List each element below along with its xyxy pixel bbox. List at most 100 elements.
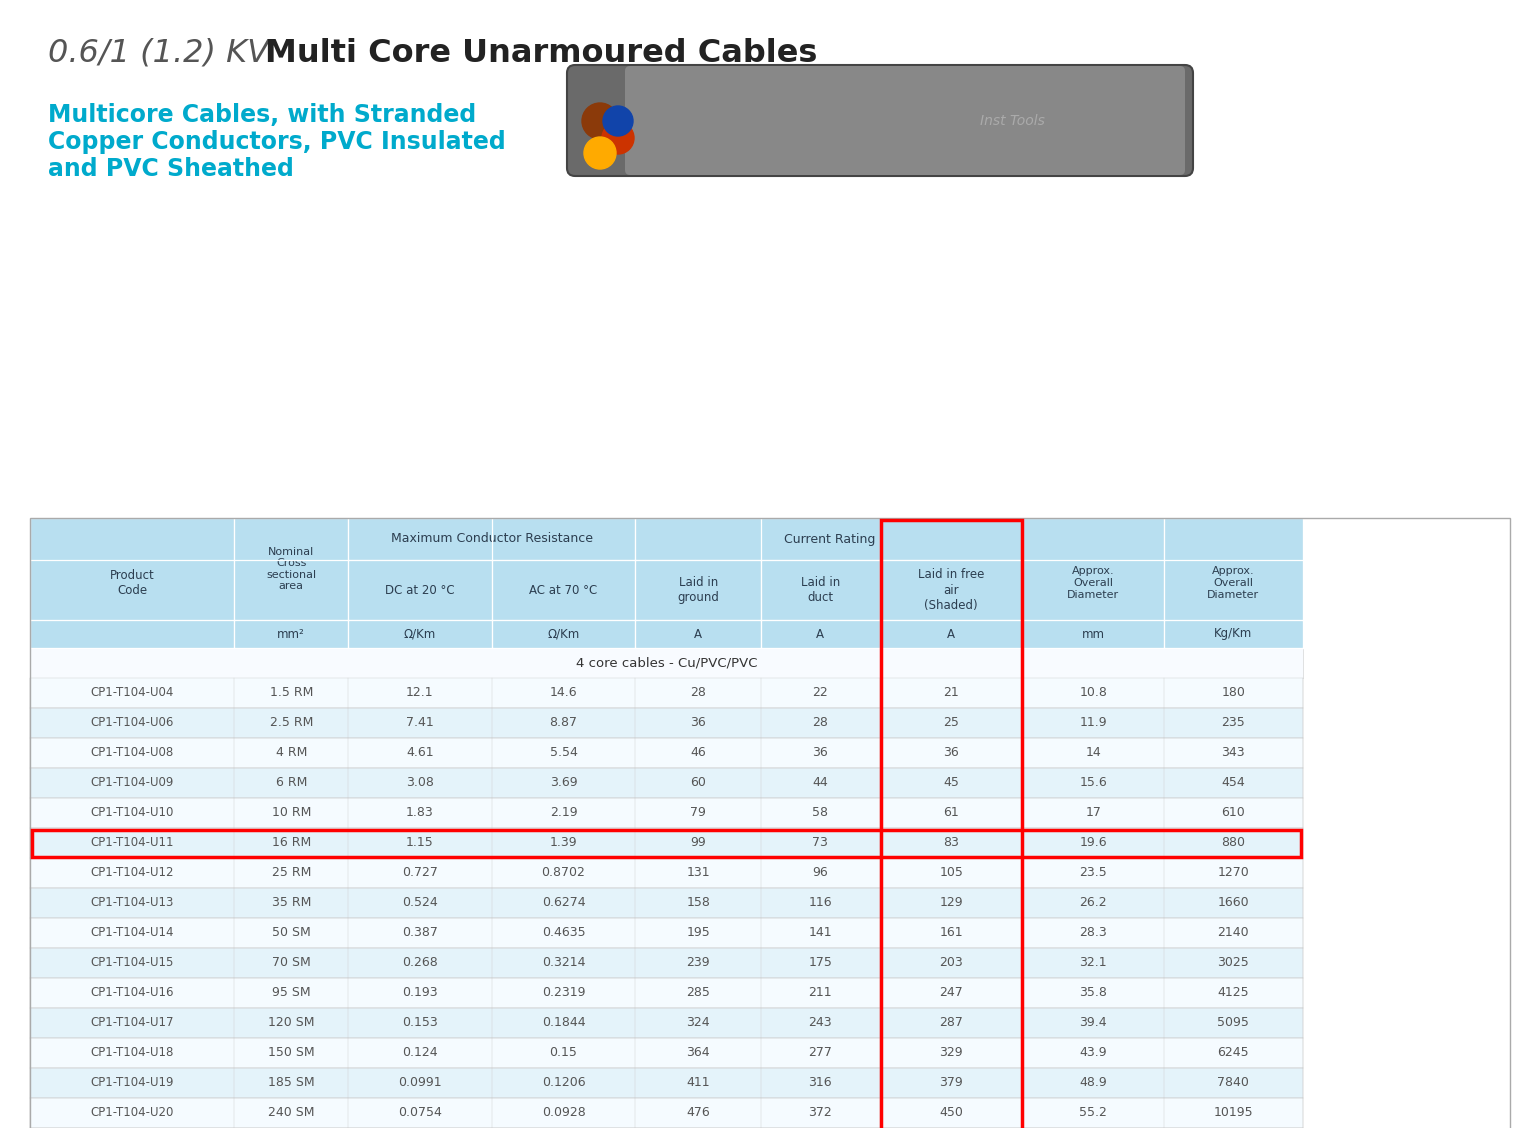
Text: Multicore Cables, with Stranded: Multicore Cables, with Stranded: [48, 103, 476, 127]
Text: 116: 116: [808, 897, 833, 909]
Text: 4125: 4125: [1218, 987, 1249, 999]
Text: 8.87: 8.87: [550, 716, 578, 730]
Circle shape: [602, 122, 634, 155]
Bar: [880, 620, 1023, 647]
Bar: [31, 1098, 1303, 1128]
Text: Approx.
Overall
Diameter: Approx. Overall Diameter: [1207, 566, 1260, 600]
Text: 14.6: 14.6: [550, 687, 578, 699]
Text: 44: 44: [813, 776, 828, 790]
Text: Ω/Km: Ω/Km: [547, 627, 579, 641]
Text: CP1-T104-U13: CP1-T104-U13: [91, 897, 174, 909]
Text: 32.1: 32.1: [1080, 957, 1107, 969]
Text: 880: 880: [1221, 837, 1246, 849]
Text: 0.727: 0.727: [402, 866, 438, 880]
Text: mm²: mm²: [278, 627, 306, 641]
Text: 0.6274: 0.6274: [542, 897, 585, 909]
Text: 6 RM: 6 RM: [275, 776, 307, 790]
Bar: [880, 559, 1023, 620]
Text: CP1-T104-U14: CP1-T104-U14: [91, 926, 174, 940]
Text: 96: 96: [813, 866, 828, 880]
Text: 36: 36: [813, 747, 828, 759]
Text: 131: 131: [687, 866, 710, 880]
Text: 3025: 3025: [1218, 957, 1249, 969]
Bar: [882, 520, 1021, 1128]
Text: Product
Code: Product Code: [109, 569, 155, 597]
Text: CP1-T104-U16: CP1-T104-U16: [91, 987, 174, 999]
FancyBboxPatch shape: [567, 65, 1193, 176]
Text: 175: 175: [808, 957, 833, 969]
Circle shape: [604, 106, 633, 136]
Text: 45: 45: [943, 776, 960, 790]
Text: 0.2319: 0.2319: [542, 987, 585, 999]
Text: 0.6/1 (1.2) KV: 0.6/1 (1.2) KV: [48, 38, 289, 69]
Text: 141: 141: [808, 926, 833, 940]
Text: 411: 411: [687, 1076, 710, 1090]
Text: 10 RM: 10 RM: [272, 807, 310, 820]
Bar: [31, 1008, 1303, 1038]
Bar: [31, 518, 233, 647]
Text: 105: 105: [940, 866, 963, 880]
Bar: [31, 518, 1510, 1128]
Text: 364: 364: [687, 1047, 710, 1059]
Text: 12.1: 12.1: [406, 687, 433, 699]
Text: Approx.
Overall
Diameter: Approx. Overall Diameter: [1068, 566, 1120, 600]
Text: 1.5 RM: 1.5 RM: [269, 687, 313, 699]
Text: CP1-T104-U18: CP1-T104-U18: [91, 1047, 174, 1059]
Bar: [636, 518, 1023, 559]
Text: 0.193: 0.193: [402, 987, 438, 999]
Text: 73: 73: [813, 837, 828, 849]
Text: CP1-T104-U08: CP1-T104-U08: [91, 747, 174, 759]
Text: 277: 277: [808, 1047, 833, 1059]
Bar: [636, 620, 762, 647]
Bar: [31, 797, 1303, 828]
Text: 95 SM: 95 SM: [272, 987, 310, 999]
Text: 0.1844: 0.1844: [542, 1016, 585, 1030]
Text: 7.41: 7.41: [406, 716, 433, 730]
Text: 372: 372: [808, 1107, 833, 1119]
Text: 0.0754: 0.0754: [398, 1107, 442, 1119]
Text: 5095: 5095: [1218, 1016, 1249, 1030]
Text: CP1-T104-U12: CP1-T104-U12: [91, 866, 174, 880]
Text: 2140: 2140: [1218, 926, 1249, 940]
Text: 2.5 RM: 2.5 RM: [269, 716, 313, 730]
Text: 1270: 1270: [1218, 866, 1249, 880]
Text: 1.39: 1.39: [550, 837, 578, 849]
Text: 185 SM: 185 SM: [267, 1076, 315, 1090]
Text: CP1-T104-U09: CP1-T104-U09: [91, 776, 174, 790]
Bar: [492, 620, 636, 647]
Text: 195: 195: [687, 926, 710, 940]
Text: 15.6: 15.6: [1080, 776, 1107, 790]
Text: 0.3214: 0.3214: [542, 957, 585, 969]
Bar: [1164, 620, 1303, 647]
Circle shape: [582, 103, 617, 139]
Text: 343: 343: [1221, 747, 1246, 759]
Bar: [636, 559, 762, 620]
Text: 4.61: 4.61: [406, 747, 433, 759]
Text: 203: 203: [940, 957, 963, 969]
Bar: [762, 559, 880, 620]
Bar: [31, 948, 1303, 978]
Text: 0.0928: 0.0928: [542, 1107, 585, 1119]
Text: 28: 28: [690, 687, 707, 699]
Circle shape: [584, 136, 616, 169]
Text: 19.6: 19.6: [1080, 837, 1107, 849]
Text: 129: 129: [940, 897, 963, 909]
Text: A: A: [816, 627, 825, 641]
Bar: [31, 620, 233, 647]
Bar: [762, 620, 880, 647]
Text: 61: 61: [943, 807, 958, 820]
Text: 287: 287: [940, 1016, 963, 1030]
Text: Nominal
Cross
sectional
area: Nominal Cross sectional area: [266, 547, 316, 591]
Bar: [31, 1038, 1303, 1068]
Text: 150 SM: 150 SM: [267, 1047, 315, 1059]
Text: 83: 83: [943, 837, 960, 849]
Text: DC at 20 °C: DC at 20 °C: [386, 583, 455, 597]
Text: 10.8: 10.8: [1080, 687, 1107, 699]
Text: 329: 329: [940, 1047, 963, 1059]
Text: 11.9: 11.9: [1080, 716, 1107, 730]
Text: Laid in
duct: Laid in duct: [800, 576, 840, 603]
Text: 4 RM: 4 RM: [275, 747, 307, 759]
Bar: [31, 918, 1303, 948]
Text: A: A: [948, 627, 955, 641]
Text: 1.15: 1.15: [406, 837, 433, 849]
